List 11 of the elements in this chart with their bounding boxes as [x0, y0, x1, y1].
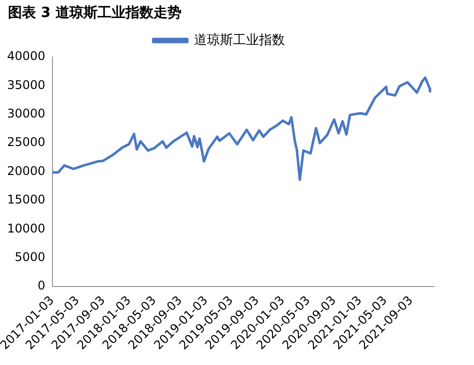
y-tick-label: 40000 — [7, 49, 46, 64]
y-tick-label: 0 — [38, 278, 46, 293]
y-tick-label: 15000 — [7, 192, 46, 207]
chart-title: 图表 3 道琼斯工业指数走势 — [8, 4, 182, 22]
y-tick-label: 5000 — [14, 250, 46, 264]
y-tick-label: 25000 — [7, 135, 46, 150]
y-tick-label: 35000 — [7, 78, 46, 92]
y-tick-label: 30000 — [7, 106, 46, 120]
y-tick-label: 10000 — [7, 221, 46, 236]
legend-label: 道琼斯工业指数 — [194, 32, 285, 48]
y-tick-label: 20000 — [7, 164, 46, 178]
